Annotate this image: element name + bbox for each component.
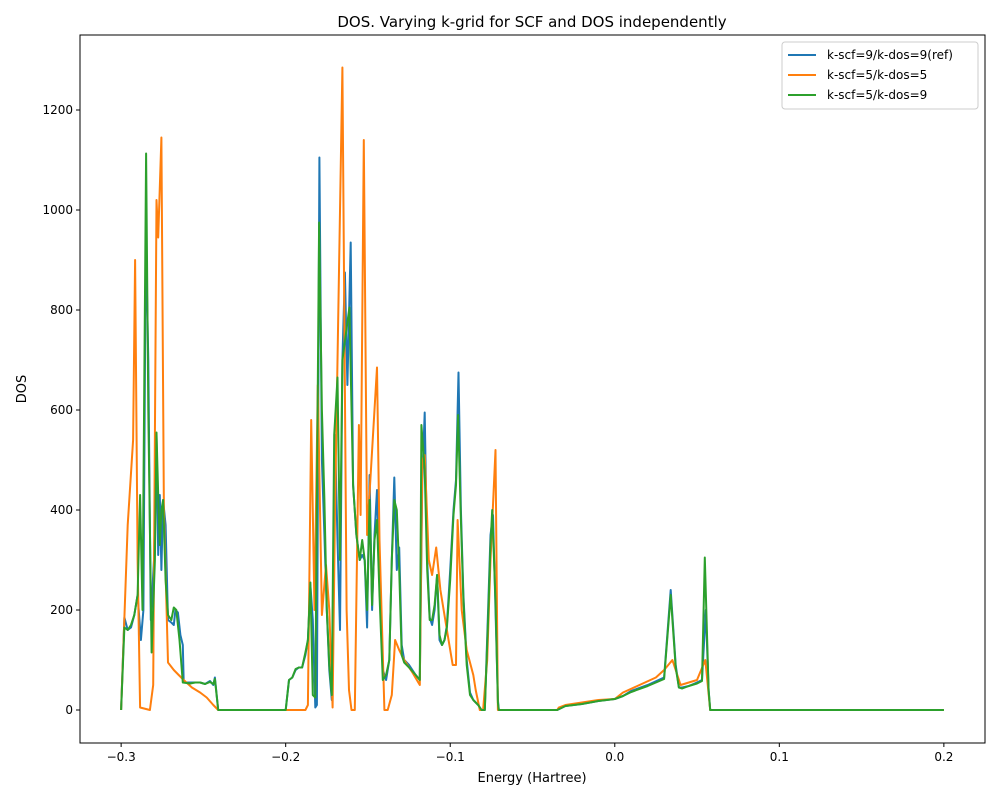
legend-label-1: k-scf=5/k-dos=5	[827, 68, 927, 82]
y-axis-label: DOS	[15, 375, 30, 404]
legend-label-2: k-scf=5/k-dos=9	[827, 88, 927, 102]
legend-box	[781, 41, 979, 110]
y-axis: 0 200 400 600 800 1000 1200	[42, 103, 80, 717]
plot-area	[120, 66, 944, 711]
series-line-1	[120, 66, 944, 711]
y-tick-label: 400	[50, 503, 73, 517]
y-tick-label: 1000	[42, 203, 73, 217]
x-tick-label: −0.1	[436, 750, 465, 764]
chart-title: DOS. Varying k-grid for SCF and DOS inde…	[337, 13, 726, 31]
series-line-2	[120, 152, 944, 711]
y-tick-label: 0	[65, 703, 73, 717]
x-tick-label: −0.3	[107, 750, 136, 764]
axes-frame	[79, 34, 986, 744]
x-tick-label: −0.2	[271, 750, 300, 764]
y-tick-label: 1200	[42, 103, 73, 117]
x-axis-label: Energy (Hartree)	[477, 771, 586, 786]
x-tick-label: 0.2	[934, 750, 953, 764]
series-line-0	[120, 156, 944, 711]
y-tick-label: 200	[50, 603, 73, 617]
x-tick-label: 0.1	[770, 750, 789, 764]
y-tick-label: 800	[50, 303, 73, 317]
legend: k-scf=9/k-dos=9(ref) k-scf=5/k-dos=5 k-scf…	[781, 41, 979, 110]
y-tick-label: 600	[50, 403, 73, 417]
legend-label-0: k-scf=9/k-dos=9(ref)	[827, 48, 953, 62]
x-tick-label: 0.0	[605, 750, 624, 764]
x-axis: −0.3 −0.2 −0.1 0.0 0.1 0.2	[107, 743, 953, 764]
